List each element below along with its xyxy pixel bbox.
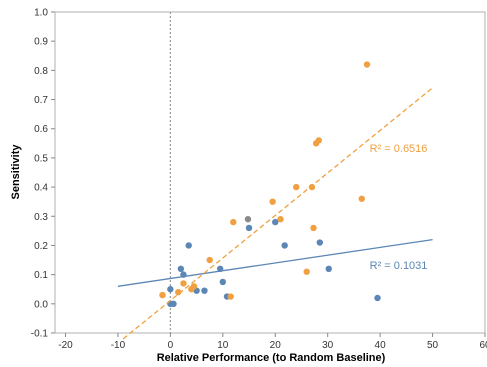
- x-axis-title: Relative Performance (to Random Baseline…: [157, 352, 386, 364]
- x-tick-label: 0: [168, 340, 174, 351]
- y-tick-label: -0.1: [31, 329, 49, 340]
- data-point-series-2: [175, 288, 182, 296]
- y-tick-label: 0.3: [34, 212, 48, 223]
- data-point-series-2: [308, 183, 316, 191]
- data-point-series-1: [281, 242, 288, 249]
- data-point-series-2: [227, 293, 234, 300]
- data-point-series-1: [325, 265, 332, 272]
- data-point-series-2: [190, 283, 198, 290]
- trend-line-series-1: [117, 238, 433, 287]
- data-point-series-1: [216, 265, 224, 272]
- y-tick-label: 0.2: [34, 241, 48, 252]
- y-tick-label: 0.5: [34, 153, 48, 164]
- y-tick-label: 0.0: [34, 299, 48, 310]
- trend-line-series-2: [122, 87, 433, 340]
- x-tick-label: -10: [111, 340, 126, 351]
- y-tick-label: 0.8: [34, 66, 48, 77]
- data-point-series-2: [159, 291, 166, 299]
- data-point-series-2: [230, 218, 237, 226]
- y-tick-label: 0.4: [34, 183, 48, 194]
- x-tick-label: 20: [270, 340, 282, 351]
- y-tick-label: 0.9: [34, 37, 48, 48]
- data-point-series-2: [277, 215, 284, 223]
- x-tick-label: 30: [322, 340, 334, 351]
- data-point-series-2: [180, 280, 187, 287]
- data-point-series-2: [293, 183, 300, 191]
- data-point-series-1: [316, 239, 324, 246]
- data-point-series-1: [245, 224, 253, 232]
- plot-frame: [54, 11, 486, 334]
- data-point-series-1: [272, 218, 279, 226]
- plot-area: -0.1 0.0 0.1 0.2 0.3 0.4 0.5 0.6 0.7 0.8 0.9 1.0 -20…: [31, 8, 487, 352]
- y-tick-label: 0.7: [34, 95, 48, 106]
- data-point-series-2: [310, 224, 317, 232]
- data-point-series-2: [363, 61, 371, 68]
- x-tick-label: 60: [479, 340, 487, 351]
- data-point-series-1: [180, 271, 187, 278]
- x-tick-label: 40: [375, 340, 387, 351]
- r-squared-label-series-2: R² = 0.6516: [370, 143, 428, 155]
- data-point-series-1: [201, 287, 208, 294]
- data-point-series-2: [269, 198, 276, 205]
- y-tick-label: 0.6: [34, 124, 48, 135]
- data-point-series-2: [303, 268, 310, 275]
- data-point-series-1: [374, 294, 381, 302]
- data-point-overlap: [244, 215, 252, 223]
- x-tick-label: -20: [58, 340, 73, 351]
- x-tick-label: 50: [427, 340, 439, 351]
- data-point-series-2: [315, 137, 322, 144]
- data-point-series-1: [170, 300, 177, 308]
- data-point-series-2: [358, 195, 365, 202]
- data-point-series-1: [185, 242, 192, 249]
- y-axis-title: Sensitivity: [10, 144, 22, 200]
- x-tick-label: 10: [217, 340, 229, 351]
- data-point-series-2: [206, 256, 213, 264]
- y-tick-label: 0.1: [34, 270, 48, 281]
- data-point-series-1: [177, 265, 185, 272]
- r-squared-label-series-1: R² = 0.1031: [370, 260, 428, 272]
- y-tick-label: 1.0: [34, 8, 48, 19]
- data-point-series-1: [219, 278, 227, 286]
- data-point-series-1: [167, 286, 174, 293]
